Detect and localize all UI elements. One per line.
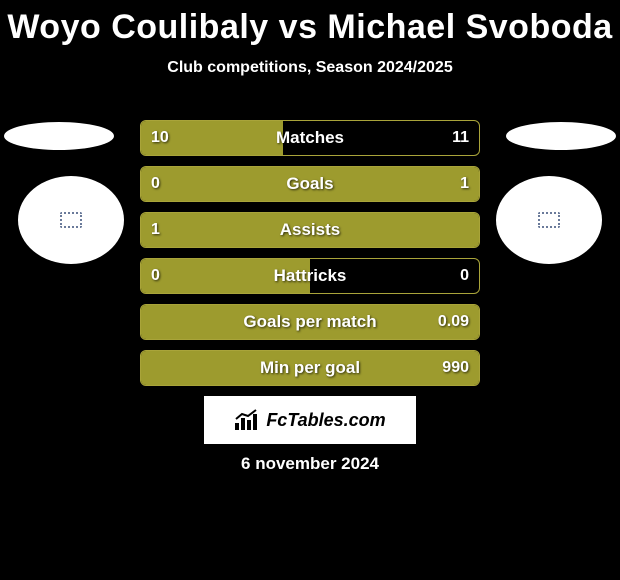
stat-bar: 00Hattricks <box>140 258 480 294</box>
bar-label: Goals <box>141 167 479 201</box>
logo-text: FcTables.com <box>266 410 385 431</box>
player-right-avatar <box>496 176 602 264</box>
date-label: 6 november 2024 <box>0 454 620 474</box>
logo-box: FcTables.com <box>204 396 416 444</box>
bar-label: Assists <box>141 213 479 247</box>
stat-bar: 01Goals <box>140 166 480 202</box>
player-left-avatar <box>18 176 124 264</box>
bar-label: Goals per match <box>141 305 479 339</box>
stats-bars: 1011Matches 01Goals 1Assists 00Hattricks 0.0… <box>140 120 480 396</box>
placeholder-badge-icon <box>538 212 560 228</box>
player-left-ellipse <box>4 122 114 150</box>
bar-label: Min per goal <box>141 351 479 385</box>
page-title: Woyo Coulibaly vs Michael Svoboda <box>0 0 620 47</box>
subtitle: Club competitions, Season 2024/2025 <box>0 59 620 77</box>
stat-bar: 1011Matches <box>140 120 480 156</box>
chart-icon <box>234 409 260 431</box>
stat-bar: 990Min per goal <box>140 350 480 386</box>
player-right-ellipse <box>506 122 616 150</box>
stat-bar: 0.09Goals per match <box>140 304 480 340</box>
stat-bar: 1Assists <box>140 212 480 248</box>
placeholder-badge-icon <box>60 212 82 228</box>
bar-label: Matches <box>141 121 479 155</box>
bar-label: Hattricks <box>141 259 479 293</box>
